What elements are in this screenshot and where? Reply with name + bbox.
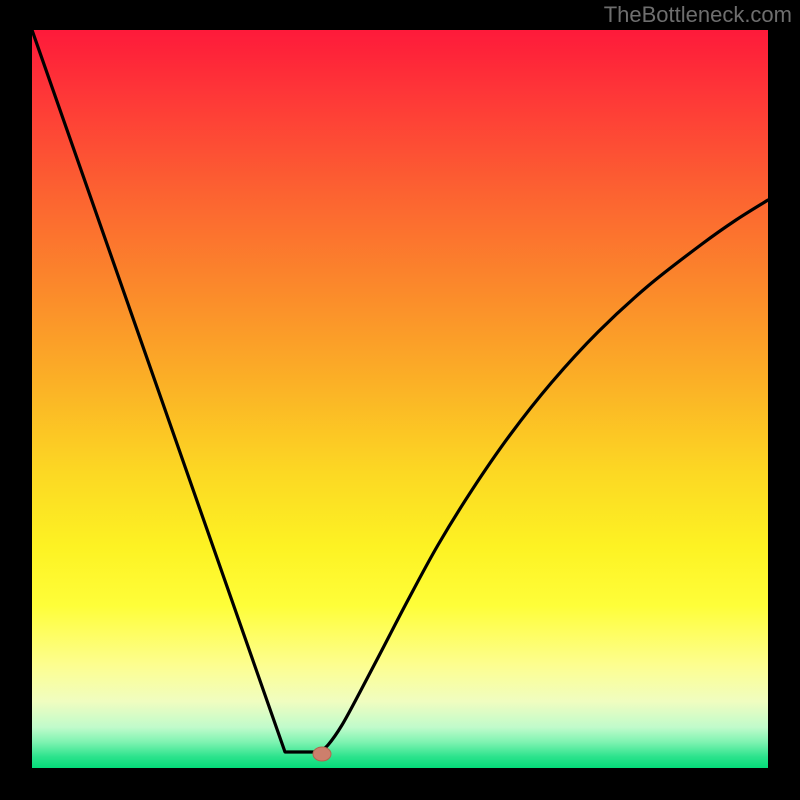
chart-stage: TheBottleneck.com [0,0,800,800]
optimal-point-marker [313,747,331,761]
chart-gradient-background [32,30,768,768]
bottleneck-chart [0,0,800,800]
